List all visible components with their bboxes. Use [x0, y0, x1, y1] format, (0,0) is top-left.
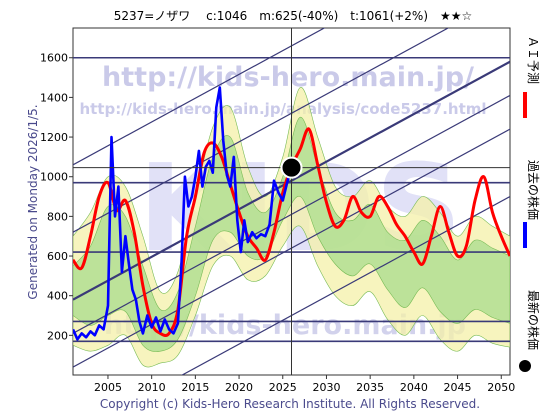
legend-label-ai-forecast: ＡＩ予測 — [526, 36, 540, 84]
legend-swatch-ai-forecast — [523, 92, 527, 118]
x-tick-label: 2015 — [181, 381, 209, 394]
legend-label-past-price: 過去の株価 — [526, 160, 541, 220]
x-tick-label: 2020 — [225, 381, 253, 394]
x-tick-label: 2010 — [138, 381, 166, 394]
chart-header: 5237=ノザワ c:1046 m:625(-40%) t:1061(+2%) … — [114, 9, 473, 23]
watermark-url-main: http://kids-hero.main.jp/ — [102, 62, 474, 93]
latest-price-marker — [280, 156, 303, 179]
legend-marker-latest-price — [519, 360, 531, 372]
y-tick-label: 200 — [47, 329, 68, 342]
y-tick-label: 1200 — [40, 131, 68, 144]
legend-swatch-past-price — [523, 222, 527, 248]
x-tick-label: 2045 — [444, 381, 472, 394]
x-tick-label: 2030 — [312, 381, 340, 394]
x-tick-label: 2025 — [269, 381, 297, 394]
x-tick-label: 2050 — [487, 381, 515, 394]
y-tick-label: 1600 — [40, 52, 68, 65]
y-tick-label: 400 — [47, 290, 68, 303]
watermark-url-analysis: http://kids-hero.main.jp/analysis/code52… — [79, 100, 486, 118]
y-tick-label: 1400 — [40, 91, 68, 104]
x-tick-label: 2035 — [356, 381, 384, 394]
legend-label-latest-price: 最新の株価 — [526, 290, 541, 350]
copyright: Copyright (c) Kids-Hero Research Institu… — [100, 397, 480, 411]
y-tick-label: 600 — [47, 250, 68, 263]
y-tick-label: 800 — [47, 210, 68, 223]
x-tick-label: 2040 — [400, 381, 428, 394]
legend: ＡＩ予測 過去の株価 最新の株価 — [519, 36, 541, 372]
y-tick-label: 1000 — [40, 171, 68, 184]
generated-note: Generated on Monday 2026/1/5. — [26, 104, 40, 299]
x-tick-label: 2005 — [94, 381, 122, 394]
series-past-price — [73, 86, 293, 341]
